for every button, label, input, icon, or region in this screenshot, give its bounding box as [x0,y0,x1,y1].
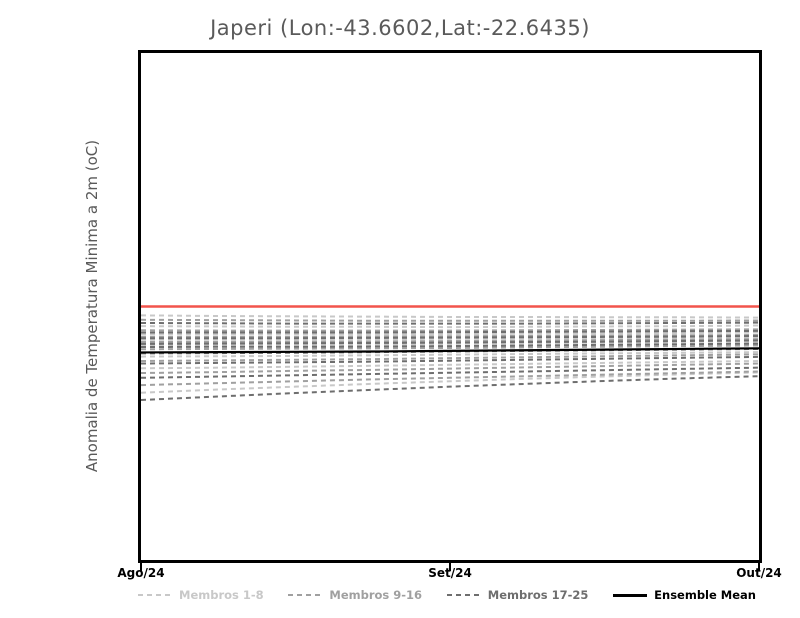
x-tick-label: Ago/24 [117,566,165,580]
member-line [141,375,759,401]
member-line [141,331,759,336]
x-tick-mark [449,563,451,571]
member-line [141,353,759,362]
ensemble-mean-line [141,347,759,354]
member-line [141,328,759,332]
x-tick-label: Set/24 [428,566,472,580]
member-line [141,360,759,370]
member-line [141,334,759,338]
legend-line-swatch [288,594,323,596]
member-line [141,318,759,322]
legend-line-swatch [613,593,648,597]
legend-label: Membros 17-25 [487,588,589,602]
legend-item[interactable]: Ensemble Mean [613,588,756,602]
chart-legend: Membros 1-8 Membros 9-16 Membros 17-25 Ense… [138,585,762,605]
member-line [141,321,759,325]
member-line [141,324,759,329]
member-line [141,362,759,375]
legend-label: Membros 9-16 [329,588,423,602]
member-line [141,366,759,379]
member-line [141,339,759,345]
plot-area [138,50,762,563]
member-line [141,314,759,319]
member-line [141,355,759,365]
member-line [141,329,759,334]
legend-item[interactable]: Membros 17-25 [446,588,589,602]
legend-line-swatch [446,594,481,596]
x-tick-label: Out/24 [736,566,782,580]
member-line [141,351,759,358]
member-line [141,336,759,341]
x-tick-mark [758,563,760,571]
member-line [141,344,759,351]
chart-title: Japeri (Lon:-43.6602,Lat:-22.6435) [210,16,590,40]
member-line [141,371,759,394]
x-tick-mark [140,563,142,571]
legend-item[interactable]: Membros 9-16 [288,588,422,602]
member-line [141,338,759,343]
y-axis-label: Anomalia de Temperatura Minima a 2m (oC) [83,139,101,473]
legend-label: Membros 1-8 [179,588,264,602]
legend-item[interactable]: Membros 1-8 [138,588,264,602]
ensemble-spaghetti-plot [141,305,759,401]
legend-line-swatch [138,594,172,596]
member-line [141,342,759,349]
member-line [141,370,759,387]
member-line [141,334,759,340]
legend-label: Ensemble Mean [654,588,756,602]
